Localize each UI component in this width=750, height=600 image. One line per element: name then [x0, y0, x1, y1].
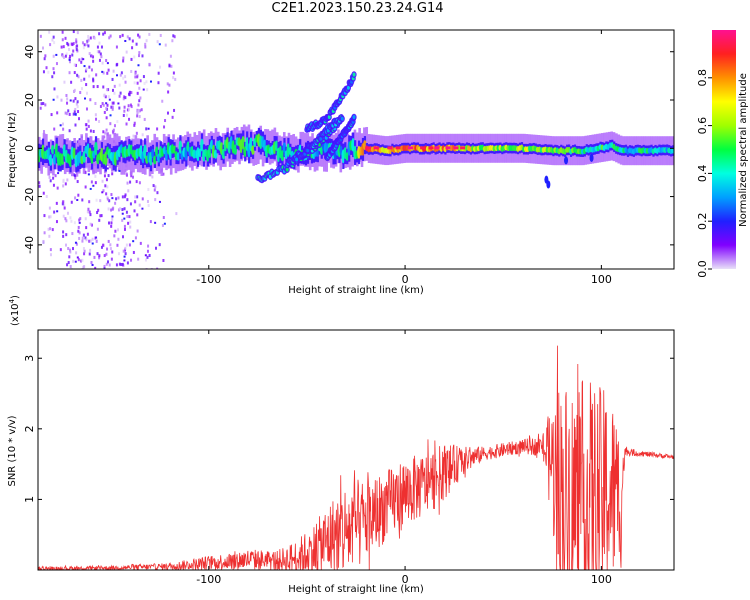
colorbar-tick-label: 0.6: [696, 117, 709, 135]
chart-title: C2E1.2023.150.23.24.G14: [271, 1, 444, 16]
snr-x-tick-label: 0: [402, 573, 409, 586]
colorbar-bar: [712, 30, 736, 269]
spectrogram-panel: -100 0 100 -40 -20 0 20 40 Height of straight …: [7, 29, 675, 296]
spectrogram-frame: [37, 29, 675, 270]
snr-y-tick-label: 3: [23, 355, 36, 362]
snr-y-tick-label: 1: [23, 496, 36, 503]
snr-y-tick-label: 2: [23, 425, 36, 432]
spectrogram-content: [38, 30, 674, 269]
spectrogram-x-tick-label: 0: [402, 273, 409, 286]
snr-panel: -100 0 100 1 2 3 Height of straight line (km…: [7, 295, 675, 595]
colorbar-tick-label: 0.8: [696, 69, 709, 87]
spectrogram-y-axis-label: Frequency (Hz): [7, 112, 18, 188]
spectrogram-y-tick-label: 0: [23, 145, 36, 152]
snr-scale-label: (x104): [8, 295, 21, 326]
colorbar-tick-label: 0.4: [696, 165, 709, 183]
spectrogram-y-ticks: -40 -20 0 20 40: [23, 45, 674, 254]
spectrogram-y-tick-label: -40: [23, 236, 36, 254]
colorbar-tick-label: 0.0: [696, 260, 709, 278]
snr-scale-prefix: (x10: [10, 303, 21, 326]
snr-scale-exponent: 4: [8, 298, 16, 303]
spectrogram-y-tick-label: -20: [23, 188, 36, 206]
spectrogram-x-tick-label: -100: [196, 273, 221, 286]
spectrogram-x-ticks: -100 0 100: [196, 30, 612, 286]
snr-y-axis-label: SNR (10 * v/v): [7, 415, 18, 486]
spectrogram-x-tick-label: 100: [591, 273, 612, 286]
snr-frame: [37, 329, 675, 571]
colorbar: 0.0 0.2 0.4 0.6 0.8 Normalized spectral ampl…: [696, 30, 749, 278]
snr-x-axis-label: Height of straight line (km): [288, 584, 424, 595]
snr-x-tick-label: 100: [591, 573, 612, 586]
snr-scale-suffix: ): [10, 295, 21, 299]
snr-x-tick-label: -100: [196, 573, 221, 586]
spectrogram-y-tick-label: 40: [23, 45, 36, 59]
spectrogram-y-tick-label: 20: [23, 93, 36, 107]
colorbar-ticks: 0.0 0.2 0.4 0.6 0.8: [696, 69, 712, 278]
colorbar-tick-label: 0.2: [696, 212, 709, 230]
snr-series-line: [38, 345, 674, 570]
snr-x-ticks: -100 0 100: [196, 330, 612, 586]
spectrogram-x-axis-label: Height of straight line (km): [288, 285, 424, 296]
snr-y-ticks: 1 2 3: [23, 355, 674, 503]
colorbar-label: Normalized spectral amplitude: [738, 73, 749, 227]
snr-content: [38, 345, 674, 570]
